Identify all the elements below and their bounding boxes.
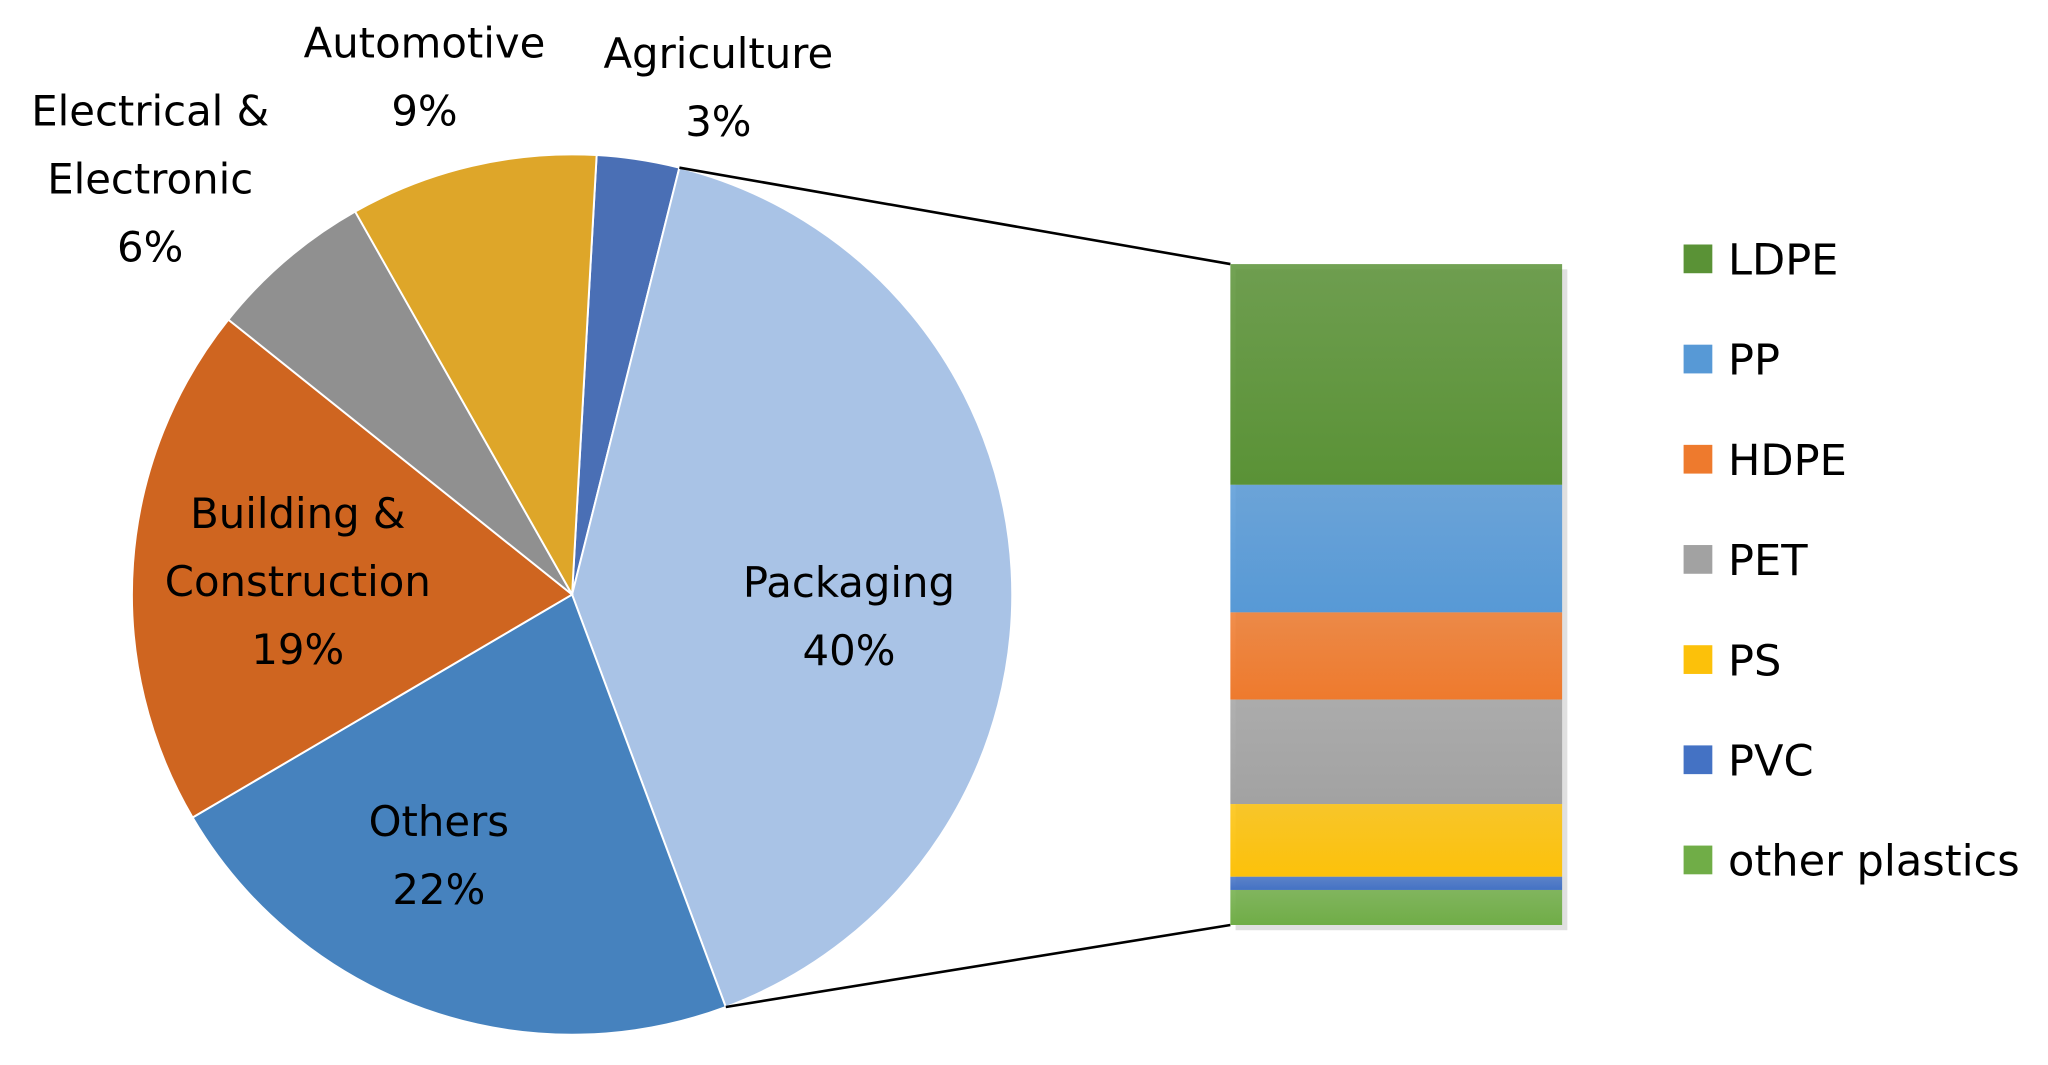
- slice-label-text: Automotive: [304, 19, 546, 68]
- slice-value-label: 19%: [251, 625, 344, 674]
- legend-swatch: [1683, 344, 1713, 374]
- slice-value-label: 40%: [803, 626, 896, 675]
- slice-value-label: 9%: [391, 87, 457, 136]
- pie-labels: Agriculture 3% Packaging 40% Others 22% Buildi…: [31, 19, 955, 914]
- slice-label-text: Electronic: [47, 155, 253, 204]
- bar-segment-hdpe: [1230, 612, 1563, 700]
- connector-top: [679, 166, 1231, 266]
- connector-bottom: [725, 923, 1231, 1009]
- slice-label-text: Building &: [190, 489, 405, 538]
- legend-swatch: [1683, 645, 1713, 674]
- legend-label: PP: [1728, 336, 1780, 386]
- legend: LDPE PP HDPE PET PS PVC other plastics: [1683, 236, 2020, 887]
- bar-segment-pet: [1230, 699, 1563, 805]
- legend-swatch: [1683, 244, 1713, 274]
- legend-item-pet: PET: [1683, 536, 1808, 586]
- slice-value-label: 3%: [685, 97, 751, 146]
- legend-label: other plastics: [1728, 837, 2020, 887]
- slice-label-text: Construction: [165, 557, 431, 606]
- legend-label: LDPE: [1728, 236, 1838, 286]
- pie-slice-packaging: [571, 166, 1014, 1009]
- legend-swatch: [1683, 545, 1713, 574]
- legend-item-ldpe: LDPE: [1683, 236, 1838, 286]
- bar-segment-ldpe: [1230, 264, 1563, 485]
- bar-segment-ps: [1230, 804, 1563, 877]
- legend-item-pvc: PVC: [1683, 736, 1814, 786]
- legend-item-hdpe: HDPE: [1683, 436, 1847, 486]
- pie-label-packaging: Packaging 40%: [743, 558, 955, 675]
- bar-segment-other-plastics: [1230, 889, 1563, 925]
- slice-value-label: 22%: [392, 865, 485, 914]
- pie: [130, 153, 1014, 1036]
- legend-label: HDPE: [1728, 436, 1847, 486]
- legend-item-pp: PP: [1683, 336, 1780, 386]
- pie-label-agriculture: Agriculture 3%: [603, 29, 833, 146]
- legend-item-other-plastics: other plastics: [1683, 837, 2020, 887]
- slice-label-text: Packaging: [743, 558, 955, 607]
- pie-slice-electrical-electronic: [226, 210, 573, 596]
- pie-slice-others: [191, 593, 728, 1036]
- legend-label: PVC: [1728, 736, 1814, 786]
- legend-label: PS: [1728, 636, 1781, 686]
- legend-swatch: [1683, 745, 1713, 775]
- pie-label-electrical-electronic: Electrical & Electronic 6%: [31, 87, 269, 272]
- pie-label-building-construction: Building & Construction 19%: [165, 489, 431, 674]
- legend-swatch: [1683, 845, 1713, 875]
- bar-segment-pp: [1230, 484, 1563, 613]
- slice-value-label: 6%: [117, 222, 183, 271]
- legend-item-ps: PS: [1683, 636, 1781, 686]
- bar-segment-pvc: [1230, 876, 1563, 890]
- pie-label-automotive: Automotive 9%: [304, 19, 546, 136]
- pie-slice-building-construction: [130, 318, 574, 819]
- slice-label-text: Agriculture: [603, 29, 833, 78]
- pie-slice-automotive: [353, 153, 598, 598]
- legend-label: PET: [1728, 536, 1808, 586]
- pie-label-others: Others 22%: [369, 797, 509, 914]
- stacked-bar: [1230, 264, 1568, 931]
- slice-label-text: Electrical &: [31, 87, 269, 136]
- connector-lines: [679, 166, 1231, 1009]
- slice-label-text: Others: [369, 797, 509, 846]
- legend-swatch: [1683, 444, 1713, 474]
